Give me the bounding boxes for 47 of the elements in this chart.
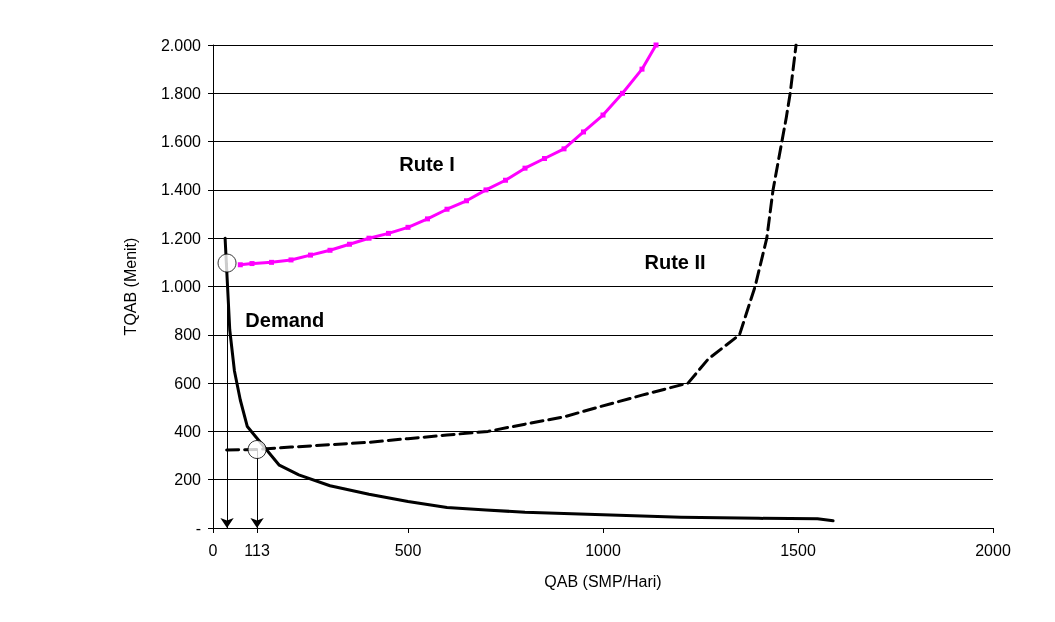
y-tick-label: - [195, 519, 201, 537]
point [327, 247, 333, 253]
point [620, 90, 625, 96]
x-tick-label: 1000 [585, 541, 621, 559]
point [639, 66, 645, 72]
x-tick-label: 2000 [975, 541, 1011, 559]
point [217, 253, 237, 273]
point [386, 230, 391, 236]
point [581, 129, 586, 135]
y-tick-label: 1.400 [160, 181, 202, 199]
y-tick-label: 1.800 [160, 84, 202, 102]
y-tick-label: 200 [174, 471, 202, 489]
x-tick-label: 1500 [780, 541, 816, 559]
point [347, 241, 352, 247]
point [366, 235, 372, 241]
x-tick-label: 500 [394, 541, 422, 559]
point [483, 187, 489, 193]
point [269, 259, 274, 265]
point [249, 261, 255, 267]
point [503, 177, 508, 183]
point [600, 112, 606, 118]
y-tick-label: 1.200 [160, 229, 202, 247]
y-tick-label: 1.600 [160, 133, 202, 151]
point [542, 156, 547, 162]
series-label: Demand [245, 308, 325, 331]
point [444, 206, 450, 212]
point [288, 257, 294, 263]
y-tick-label: 600 [174, 374, 202, 392]
point [653, 42, 659, 48]
y-axis-title: TQAB (Menit) [121, 237, 139, 336]
x-axis-title: QAB (SMP/Hari) [544, 572, 662, 590]
y-tick-label: 800 [174, 326, 202, 344]
point [237, 262, 243, 268]
y-tick-label: 1.000 [160, 278, 202, 295]
x-tick-label: 113 [244, 541, 270, 559]
point [522, 165, 528, 171]
x-tick-label: 0 [208, 541, 218, 559]
point [425, 216, 430, 222]
text: Rute II [644, 250, 706, 273]
point [308, 252, 313, 258]
point [464, 198, 469, 204]
y-tick-label: 2.000 [160, 36, 202, 54]
point [247, 440, 267, 460]
series-label: Rute I [399, 153, 455, 176]
point [561, 146, 567, 152]
y-tick-label: 400 [174, 422, 202, 440]
point [405, 224, 411, 230]
